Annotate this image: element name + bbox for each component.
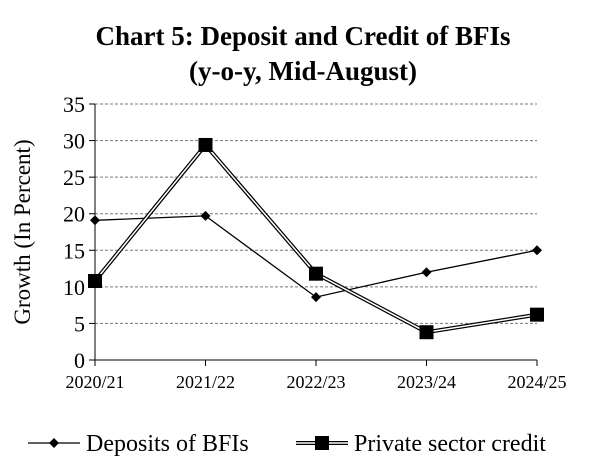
legend-marker-square [315,436,329,450]
y-tick-label: 5 [74,311,85,336]
series-group [88,137,544,340]
legend-marker-diamond [49,438,59,448]
y-axis-label: Growth (In Percent) [10,139,35,324]
x-tick-label: 2022/23 [286,372,345,392]
series-line [94,215,538,298]
series-line [94,143,538,333]
data-point-diamond [90,215,100,226]
y-tick-label: 30 [63,129,85,154]
data-point-diamond [311,292,321,303]
x-axis-ticks: 2020/21 2021/22 2022/23 2023/24 2024/25 [65,360,567,392]
series-line-outline [93,141,538,335]
y-tick-label: 10 [63,275,85,300]
chart-title: Chart 5: Deposit and Credit of BFIs [95,21,510,51]
data-point-square [419,325,434,340]
data-point-square [530,307,544,322]
y-axis-ticks: 0 5 10 15 20 25 30 35 [63,92,95,373]
legend-item-private-credit: Private sector credit [296,431,546,457]
legend: Deposits of BFIs Private sector credit [28,431,546,457]
gridlines [95,103,537,324]
y-tick-label: 15 [63,238,85,263]
data-point-diamond [421,267,432,278]
chart-subtitle: (y-o-y, Mid-August) [189,56,417,86]
axes [94,104,537,361]
data-point-square [198,137,213,152]
y-tick-label: 20 [63,202,85,227]
y-tick-label: 0 [74,348,85,373]
data-point-square [88,274,102,289]
x-tick-label: 2021/22 [176,372,235,392]
series-private-credit [88,137,544,340]
y-tick-label: 25 [63,165,85,190]
data-point-square [309,266,323,281]
legend-label: Private sector credit [354,431,546,457]
data-point-diamond [200,210,211,221]
x-tick-label: 2024/25 [507,372,566,392]
legend-label: Deposits of BFIs [86,431,249,457]
y-tick-label: 35 [63,92,85,117]
legend-item-deposits: Deposits of BFIs [28,431,249,457]
data-point-diamond [532,245,542,256]
x-tick-label: 2020/21 [65,372,124,392]
x-tick-label: 2023/24 [397,372,456,392]
series-deposits [90,210,542,303]
